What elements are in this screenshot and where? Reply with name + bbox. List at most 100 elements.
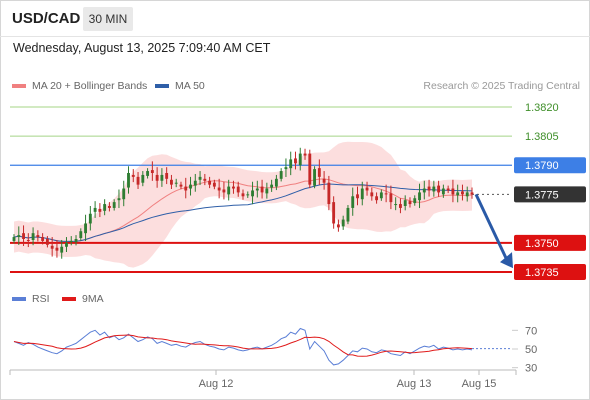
- candle: [79, 228, 83, 241]
- candle-body: [422, 188, 426, 193]
- candle: [375, 192, 379, 204]
- candle-body: [441, 188, 445, 195]
- candle-body: [298, 153, 302, 166]
- candle: [227, 179, 231, 201]
- level-tag-current: [514, 186, 586, 203]
- candle: [127, 166, 130, 194]
- candle: [336, 219, 340, 232]
- level-label-current: 1.3775: [525, 189, 559, 201]
- candle: [55, 239, 59, 258]
- candle: [141, 171, 145, 187]
- candle: [60, 239, 64, 259]
- legend-9ma: 9MA: [62, 293, 104, 305]
- candle: [356, 186, 359, 206]
- candle: [289, 151, 293, 176]
- candle: [26, 233, 30, 248]
- candle-body: [174, 182, 178, 184]
- candle-body: [112, 202, 116, 208]
- candle-body: [260, 186, 264, 193]
- x-axis-tick-label: Aug 12: [199, 378, 234, 390]
- candle: [327, 175, 331, 211]
- candle-body: [336, 224, 340, 228]
- candle-body: [98, 208, 102, 212]
- candle: [93, 201, 97, 218]
- candle: [232, 180, 235, 194]
- candle-body: [26, 239, 30, 241]
- candle: [236, 181, 240, 197]
- candle-body: [360, 188, 364, 200]
- candle-body: [236, 186, 240, 193]
- candle-body: [146, 171, 150, 176]
- candle-body: [389, 193, 393, 203]
- level-label-pivot: 1.3790: [525, 160, 559, 172]
- candle-body: [356, 194, 359, 199]
- candle-body: [446, 188, 450, 191]
- candle-body: [317, 168, 321, 177]
- candle-body: [284, 167, 288, 170]
- ma50-line: [13, 183, 473, 242]
- candle: [456, 184, 460, 203]
- candle: [422, 180, 426, 200]
- candle: [98, 203, 102, 218]
- candle-body: [208, 180, 212, 185]
- candle-body: [22, 233, 25, 239]
- ma20-legend-label: MA 20 + Bollinger Bands: [32, 80, 148, 92]
- candle-body: [232, 186, 235, 189]
- candle: [103, 199, 107, 216]
- candle-body: [332, 202, 336, 224]
- candle-body: [84, 223, 87, 234]
- candle: [246, 191, 250, 198]
- candle-body: [198, 176, 202, 180]
- candle-body: [193, 180, 197, 186]
- candle-body: [470, 192, 474, 195]
- candle-body: [41, 237, 45, 241]
- candle-body: [212, 182, 216, 187]
- candle: [446, 185, 450, 194]
- candle: [303, 148, 307, 160]
- candle: [260, 179, 264, 199]
- candle-body: [451, 188, 455, 195]
- candle-body: [432, 186, 436, 192]
- candle-body: [170, 179, 173, 185]
- candle: [332, 196, 336, 229]
- candle-body: [217, 187, 221, 191]
- candle: [208, 176, 212, 189]
- candle-body: [107, 206, 111, 208]
- candle: [189, 176, 192, 196]
- x-axis-tick-label: Aug 13: [397, 378, 432, 390]
- candle-body: [351, 196, 355, 208]
- rsi-ma-line: [13, 334, 473, 357]
- candle: [308, 149, 312, 189]
- candle: [384, 184, 388, 203]
- candle-body: [427, 186, 431, 191]
- candle: [370, 187, 374, 201]
- projection-arrow-head: [500, 252, 513, 269]
- candle: [413, 195, 417, 206]
- candle: [122, 180, 126, 207]
- candle: [112, 199, 116, 211]
- candle-body: [384, 193, 388, 195]
- candle: [31, 227, 35, 246]
- candle: [408, 197, 412, 208]
- candle: [379, 189, 383, 201]
- candle: [179, 181, 183, 190]
- candle: [389, 185, 393, 210]
- candle: [279, 168, 283, 182]
- projection-arrow-shaft: [474, 193, 509, 261]
- candle: [146, 168, 150, 179]
- rsi-swatch: [12, 297, 26, 301]
- candle-body: [255, 188, 259, 191]
- candle-body: [365, 187, 369, 191]
- candle: [150, 161, 154, 181]
- candle: [17, 226, 21, 245]
- ma20-swatch: [12, 84, 26, 88]
- legend-ma20: MA 20 + Bollinger Bands: [12, 80, 147, 92]
- candle-body: [303, 153, 307, 156]
- candle: [461, 184, 464, 201]
- rsi-ma-legend-label: 9MA: [82, 293, 104, 305]
- candle: [184, 177, 188, 199]
- timeframe-button[interactable]: 30 MIN: [83, 7, 133, 31]
- rsi-ma-swatch: [62, 297, 76, 301]
- candle-body: [117, 198, 121, 201]
